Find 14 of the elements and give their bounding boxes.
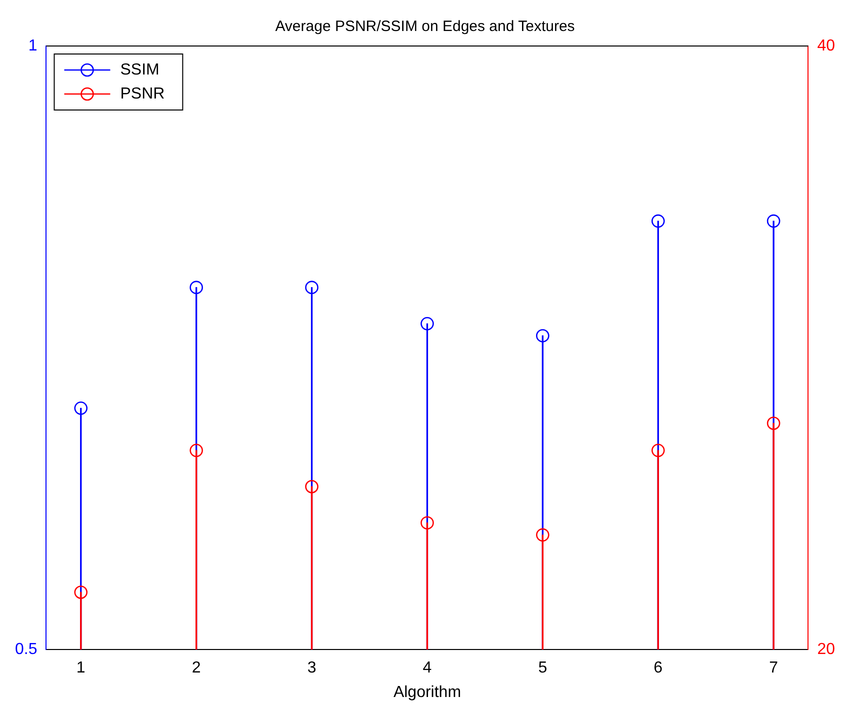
x-tick-label: 2 xyxy=(192,660,201,677)
legend-label: PSNR xyxy=(120,85,165,102)
x-tick-label: 4 xyxy=(422,660,432,677)
y2-tick-label: 40 xyxy=(817,37,836,54)
chart-title: Average PSNR/SSIM on Edges and Textures xyxy=(275,18,575,36)
x-tick-label: 5 xyxy=(538,660,548,677)
x-tick-label: 7 xyxy=(769,660,778,677)
x-tick-label: 1 xyxy=(76,660,86,677)
x-tick-label: 3 xyxy=(307,660,316,677)
x-axis-title: Algorithm xyxy=(393,684,462,701)
y-tick-label: 0.5 xyxy=(14,641,38,658)
x-tick-label: 6 xyxy=(654,660,663,677)
legend-label: SSIM xyxy=(120,61,160,78)
y2-tick-label: 20 xyxy=(817,641,836,658)
